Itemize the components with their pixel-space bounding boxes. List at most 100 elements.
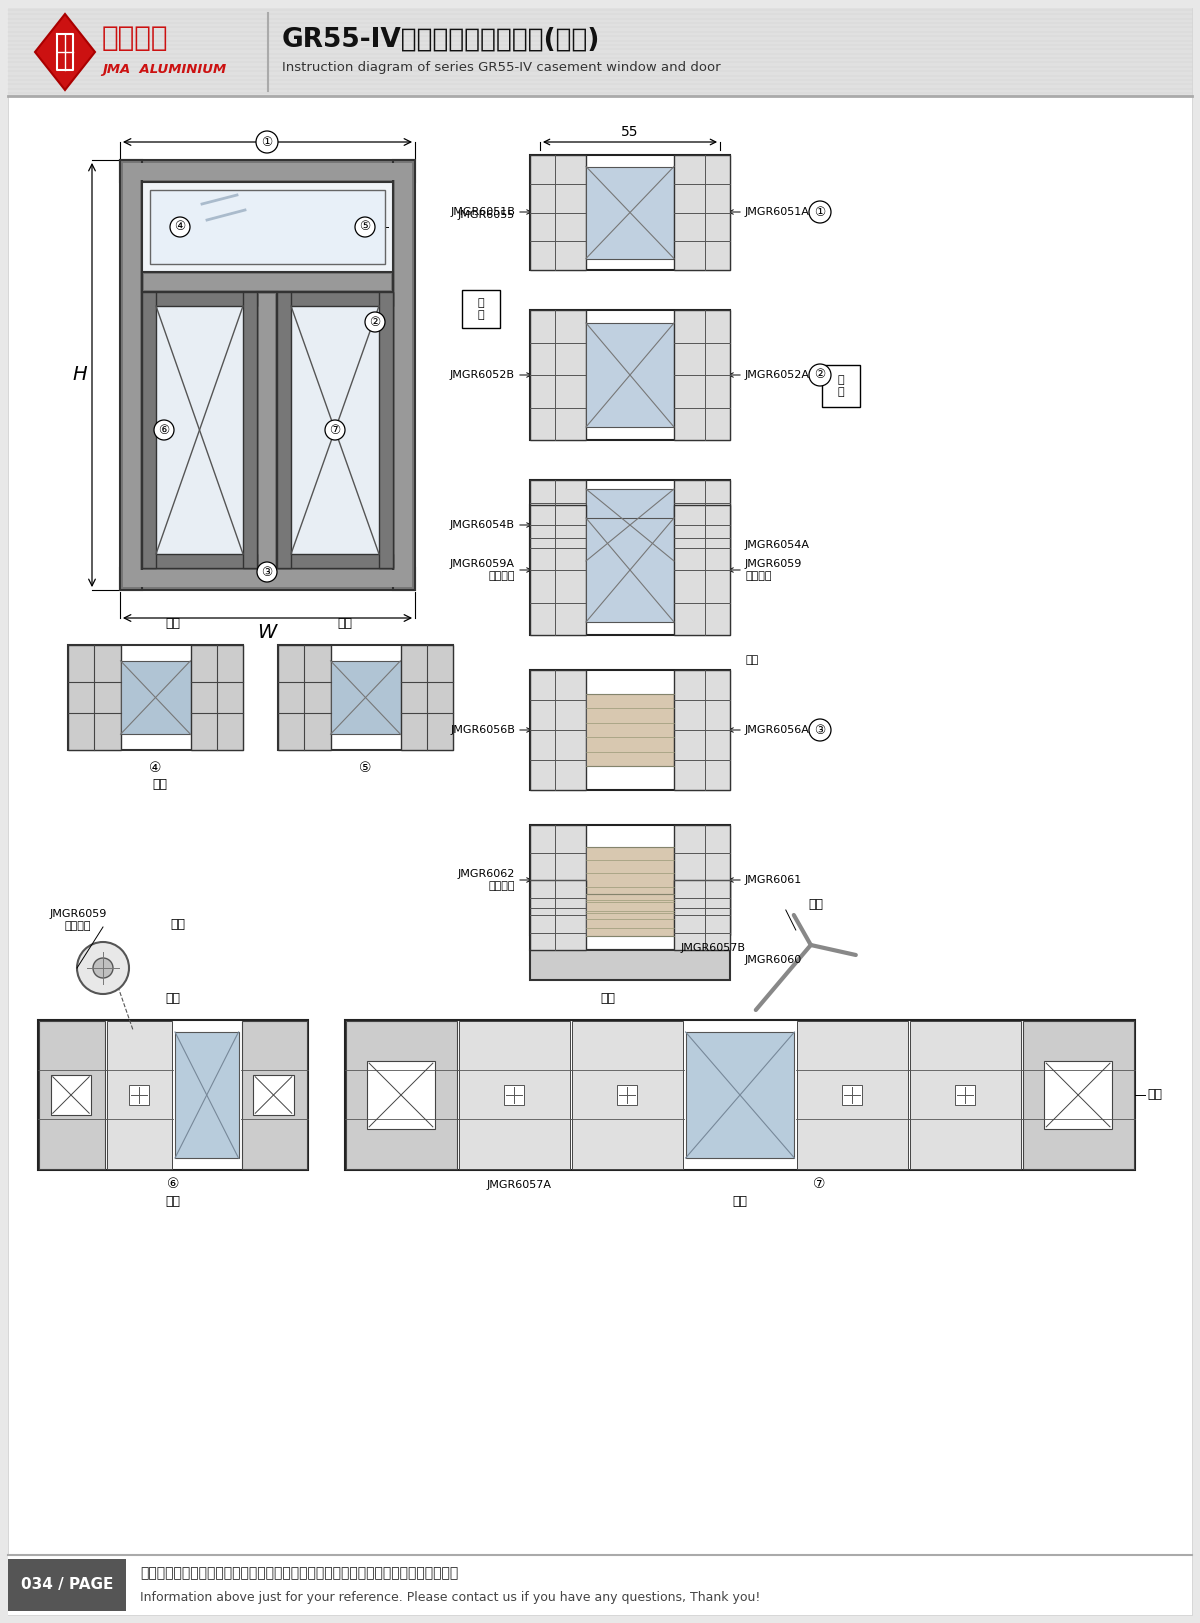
Circle shape — [325, 420, 346, 440]
Text: ①: ① — [262, 135, 272, 148]
Bar — [191, 644, 242, 750]
Text: 034 / PAGE: 034 / PAGE — [20, 1578, 113, 1592]
Text: JMGR6059
（角码）: JMGR6059 （角码） — [49, 909, 107, 932]
Text: JMGR6056A: JMGR6056A — [745, 725, 810, 735]
Text: JMGR6055: JMGR6055 — [457, 209, 515, 221]
Text: JMGR6059A
（角码）: JMGR6059A （角码） — [450, 560, 515, 581]
Bar — [277, 553, 394, 568]
Bar — [8, 1560, 126, 1612]
Bar — [530, 156, 730, 269]
Bar — [955, 1086, 976, 1105]
Bar — [822, 365, 860, 407]
Text: 合页: 合页 — [170, 919, 186, 932]
Bar — [142, 292, 156, 568]
Bar — [120, 661, 191, 734]
Circle shape — [809, 364, 830, 386]
Bar — [1024, 1021, 1134, 1169]
Bar — [175, 1032, 239, 1157]
Text: 室内: 室内 — [600, 992, 616, 1005]
Text: JMGR6061: JMGR6061 — [745, 875, 803, 885]
Bar — [530, 880, 730, 949]
Bar — [120, 568, 415, 591]
Text: ⑦: ⑦ — [812, 1177, 826, 1191]
Bar — [530, 880, 586, 949]
Text: ⑥: ⑥ — [158, 424, 169, 437]
Circle shape — [257, 562, 277, 583]
Bar — [462, 291, 500, 328]
Text: 室外: 室外 — [152, 777, 168, 790]
Text: JMGR6057A: JMGR6057A — [486, 1180, 551, 1190]
Bar — [346, 1019, 1135, 1170]
Bar — [38, 1019, 308, 1170]
Text: 执手: 执手 — [809, 899, 823, 912]
Text: 室内: 室内 — [166, 992, 180, 1005]
Circle shape — [77, 941, 130, 993]
Text: 垫片: 垫片 — [745, 656, 758, 665]
Bar — [674, 824, 730, 935]
Bar — [401, 644, 454, 750]
Bar — [346, 1021, 457, 1169]
Text: JMGR6052A: JMGR6052A — [745, 370, 810, 380]
Text: 室
外: 室 外 — [838, 375, 845, 396]
Polygon shape — [35, 15, 95, 89]
Bar — [142, 553, 257, 568]
Bar — [259, 294, 275, 566]
Text: 55: 55 — [622, 125, 638, 140]
Bar — [142, 292, 257, 568]
Bar — [367, 1061, 434, 1130]
Bar — [586, 894, 674, 936]
Bar — [120, 161, 142, 591]
Circle shape — [94, 958, 113, 979]
Bar — [277, 292, 394, 568]
Bar — [586, 847, 674, 914]
Text: ④: ④ — [149, 761, 161, 776]
Bar — [68, 644, 242, 750]
Bar — [504, 1086, 524, 1105]
Bar — [685, 1032, 794, 1157]
Bar — [530, 505, 730, 635]
Bar — [530, 310, 586, 440]
Bar — [124, 570, 412, 588]
Text: ⑤: ⑤ — [359, 761, 371, 776]
Text: H: H — [73, 365, 88, 385]
Text: 室
内: 室 内 — [478, 299, 485, 320]
Bar — [674, 156, 730, 269]
Bar — [458, 1021, 570, 1169]
Circle shape — [809, 201, 830, 222]
Bar — [586, 518, 674, 622]
Bar — [278, 644, 330, 750]
Bar — [674, 480, 730, 570]
Bar — [395, 162, 412, 588]
Bar — [142, 273, 394, 292]
Text: ⑦: ⑦ — [329, 424, 341, 437]
Bar — [674, 880, 730, 949]
Text: JMA  ALUMINIUM: JMA ALUMINIUM — [102, 63, 226, 76]
Bar — [530, 824, 730, 935]
Text: JMGR6054A: JMGR6054A — [745, 540, 810, 550]
Bar — [842, 1086, 863, 1105]
Bar — [8, 8, 1192, 96]
Text: ⑤: ⑤ — [359, 221, 371, 234]
Bar — [394, 161, 415, 591]
Text: 坚美铝业: 坚美铝业 — [102, 24, 168, 52]
Text: Instruction diagram of series GR55-IV casement window and door: Instruction diagram of series GR55-IV ca… — [282, 62, 721, 75]
Text: ③: ③ — [262, 565, 272, 578]
Circle shape — [355, 217, 374, 237]
Bar — [8, 1555, 1192, 1615]
Circle shape — [365, 312, 385, 333]
Bar — [144, 274, 391, 291]
Bar — [253, 1074, 294, 1115]
Bar — [241, 1021, 307, 1169]
Text: 玻璃: 玻璃 — [1147, 1089, 1162, 1102]
Circle shape — [154, 420, 174, 440]
Bar — [530, 949, 730, 980]
Bar — [124, 162, 412, 180]
Bar — [586, 489, 674, 562]
Text: JMGR6060: JMGR6060 — [745, 954, 803, 966]
Bar — [142, 182, 394, 273]
Text: 室外: 室外 — [166, 1195, 180, 1208]
Text: ⑥: ⑥ — [167, 1177, 179, 1191]
Bar — [530, 670, 730, 790]
Bar — [530, 310, 730, 440]
Bar — [120, 161, 415, 182]
